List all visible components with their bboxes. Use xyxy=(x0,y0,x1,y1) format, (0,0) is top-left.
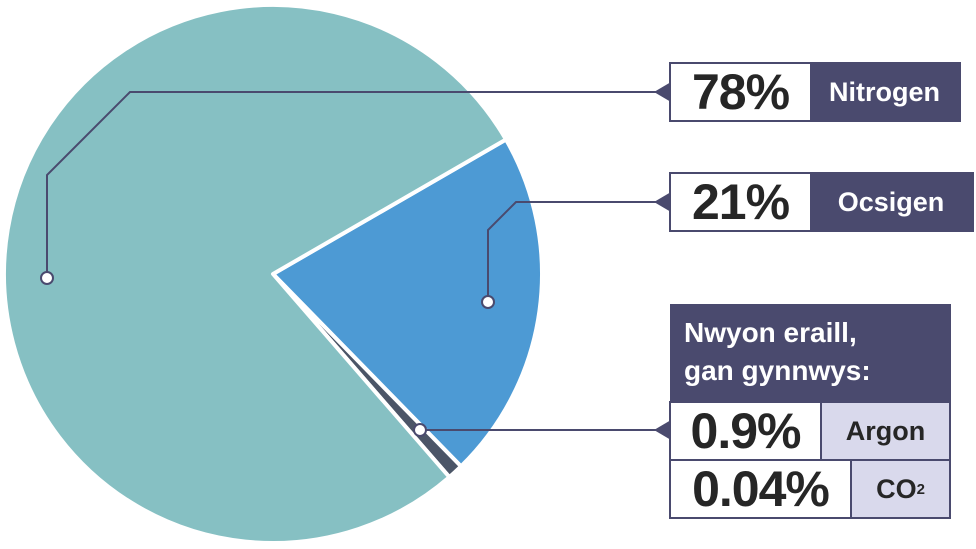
ocsigen-leader-line xyxy=(487,201,656,302)
nitrogen-leader-line xyxy=(46,91,656,278)
nitrogen-label-box: 78% Nitrogen xyxy=(669,62,961,122)
nitrogen-slice xyxy=(2,3,508,545)
nitrogen-pointer xyxy=(654,82,671,102)
co2-label-subscript: 2 xyxy=(916,480,925,498)
ocsigen-label: Ocsigen xyxy=(810,174,972,230)
co2-value: 0.04% xyxy=(671,461,850,517)
other-gases-title-line2: gan gynnwys: xyxy=(684,355,871,386)
argon-label: Argon xyxy=(820,403,949,459)
argon-label-box: 0.9% Argon xyxy=(669,401,951,461)
other-gases-header: Nwyon eraill, gan gynnwys: xyxy=(670,304,951,402)
nitrogen-marker xyxy=(40,271,54,285)
nitrogen-label: Nitrogen xyxy=(810,64,959,120)
ocsigen-label-box: 21% Ocsigen xyxy=(669,172,974,232)
ocsigen-marker xyxy=(481,295,495,309)
co2-label: CO 2 xyxy=(850,461,949,517)
argon-value: 0.9% xyxy=(671,403,820,459)
co2-label-main: CO xyxy=(876,473,917,504)
argon-pointer xyxy=(654,420,671,440)
other-gases-title-line1: Nwyon eraill, xyxy=(684,317,857,348)
ocsigen-pointer xyxy=(654,192,671,212)
ocsigen-slice xyxy=(271,137,544,469)
ocsigen-value: 21% xyxy=(671,174,810,230)
co2-label-box: 0.04% CO 2 xyxy=(669,459,951,519)
nitrogen-value: 78% xyxy=(671,64,810,120)
argon-marker xyxy=(413,423,427,437)
